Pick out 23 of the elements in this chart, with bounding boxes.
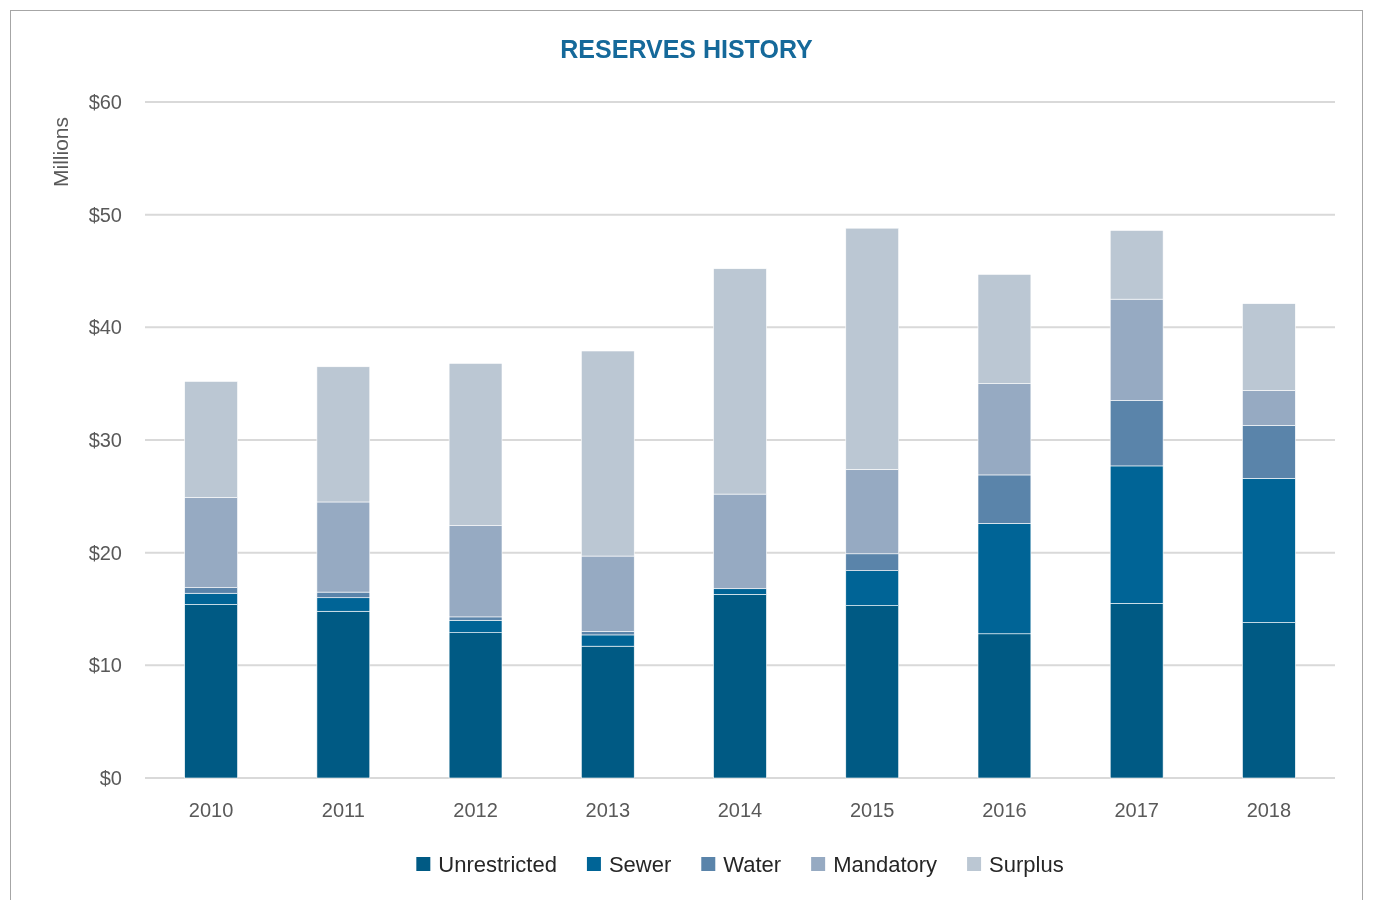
x-tick-label: 2011 (321, 799, 365, 821)
chart-title: RESERVES HISTORY (560, 35, 814, 63)
y-tick-label: $10 (88, 654, 122, 677)
y-tick-label: $20 (88, 541, 122, 564)
y-tick-label: $50 (88, 203, 122, 226)
legend-label: Unrestricted (438, 851, 557, 877)
x-tick-label: 2014 (717, 799, 763, 821)
x-tick-label: 2016 (982, 799, 1027, 821)
y-tick-label: $60 (88, 91, 122, 113)
y-tick-label: $30 (88, 429, 122, 451)
legend-label: Surplus (989, 851, 1064, 877)
legend-label: Water (723, 851, 782, 877)
y-axis-title: Millions (49, 116, 72, 188)
x-tick-label: 2018 (1246, 799, 1292, 821)
y-tick-label: $40 (88, 316, 122, 339)
x-tick-label: 2015 (849, 799, 895, 821)
legend-label: Sewer (608, 851, 672, 877)
x-tick-label: 2010 (188, 799, 234, 821)
x-tick-label: 2012 (453, 799, 498, 821)
y-tick-label: $0 (99, 767, 122, 789)
x-tick-label: 2017 (1114, 799, 1159, 821)
x-tick-label: 2013 (585, 799, 631, 821)
legend-label: Mandatory (833, 851, 938, 877)
